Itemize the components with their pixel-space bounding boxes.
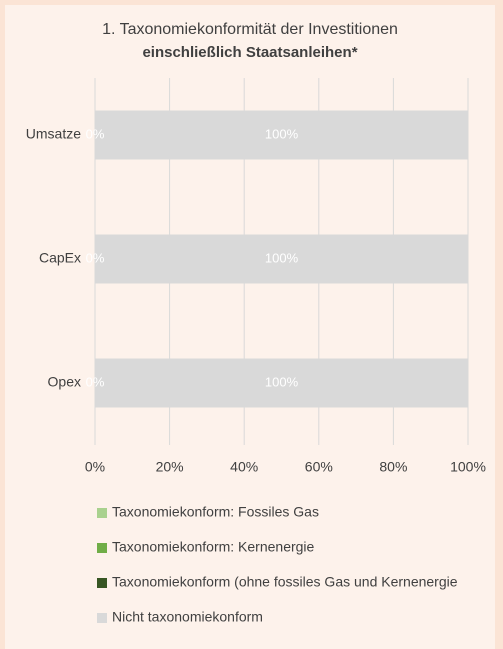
legend-label: Taxonomiekonform (ohne fossiles Gas und … <box>112 574 458 590</box>
x-tick-label: 20% <box>156 459 184 475</box>
x-tick-label: 80% <box>379 459 407 475</box>
legend-swatch <box>97 578 107 588</box>
legend-swatch <box>97 543 107 553</box>
data-label: 100% <box>265 250 299 265</box>
chart-title: 1. Taxonomiekonformität der Investitione… <box>102 21 398 38</box>
x-tick-label: 60% <box>305 459 333 475</box>
bar-segment <box>95 234 468 284</box>
y-tick-label: CapEx <box>39 250 81 266</box>
data-label: 0% <box>86 250 105 265</box>
chart-subtitle: einschließlich Staatsanleihen* <box>142 44 357 61</box>
bar-segment <box>95 110 468 160</box>
x-tick-label: 0% <box>85 459 105 475</box>
data-label: 0% <box>86 126 105 141</box>
legend-label: Taxonomiekonform: Kernenergie <box>112 539 315 555</box>
data-label: 100% <box>265 374 299 389</box>
legend-label: Taxonomiekonform: Fossiles Gas <box>112 504 319 520</box>
x-tick-label: 40% <box>230 459 258 475</box>
x-tick-label: 100% <box>450 459 486 475</box>
legend-swatch <box>97 613 107 623</box>
legend-label: Nicht taxonomiekonform <box>112 609 263 625</box>
data-label: 100% <box>265 126 299 141</box>
legend-swatch <box>97 508 107 518</box>
data-label: 0% <box>86 374 105 389</box>
y-tick-label: Umsatze <box>26 126 81 142</box>
y-tick-label: Opex <box>48 374 81 390</box>
bar-segment <box>95 358 468 408</box>
